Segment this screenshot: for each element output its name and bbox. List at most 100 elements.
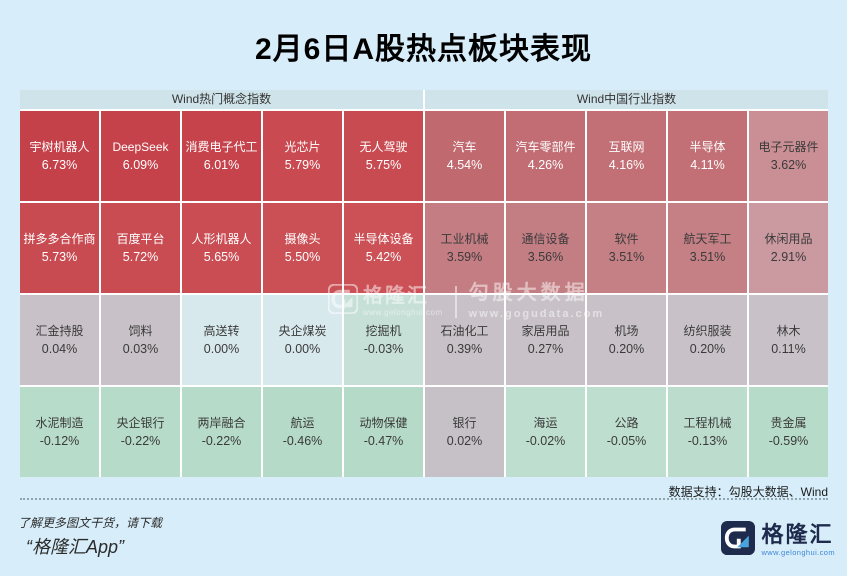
sector-value: 4.26% bbox=[527, 157, 564, 172]
sector-cell: 软件 3.51% bbox=[587, 203, 666, 293]
sector-name: 贵金属 bbox=[770, 415, 807, 430]
sector-cell: 半导体 4.11% bbox=[668, 111, 747, 201]
sector-value: -0.22% bbox=[120, 433, 161, 448]
sector-value: 5.42% bbox=[365, 249, 402, 264]
sector-cell: 拼多多合作商 5.73% bbox=[20, 203, 99, 293]
sector-value: 0.20% bbox=[689, 341, 726, 356]
sector-value: 0.39% bbox=[446, 341, 483, 356]
sector-name: 海运 bbox=[533, 415, 558, 430]
sector-value: 5.65% bbox=[203, 249, 240, 264]
sector-grid: 宇树机器人 6.73% DeepSeek 6.09% 消费电子代工 6.01% 光芯片 5.7… bbox=[20, 111, 828, 477]
sector-cell: 航运 -0.46% bbox=[263, 387, 342, 477]
sector-value: 5.72% bbox=[122, 249, 159, 264]
sector-value: 0.04% bbox=[41, 341, 78, 356]
sector-value: 6.73% bbox=[41, 157, 78, 172]
sector-value: 3.51% bbox=[608, 249, 645, 264]
sector-cell: 汽车 4.54% bbox=[425, 111, 504, 201]
sector-value: 0.03% bbox=[122, 341, 159, 356]
group-header-concept: Wind热门概念指数 bbox=[20, 90, 423, 109]
sector-value: -0.22% bbox=[201, 433, 242, 448]
sector-value: -0.46% bbox=[282, 433, 323, 448]
promo-text-line2: “格隆汇App” bbox=[26, 537, 125, 557]
sector-value: -0.47% bbox=[363, 433, 404, 448]
sector-cell: 银行 0.02% bbox=[425, 387, 504, 477]
sector-cell: 光芯片 5.79% bbox=[263, 111, 342, 201]
sector-value: -0.12% bbox=[39, 433, 80, 448]
sector-cell: 工业机械 3.59% bbox=[425, 203, 504, 293]
sector-name: 软件 bbox=[614, 231, 639, 246]
sector-name: 挖掘机 bbox=[365, 323, 402, 338]
sector-name: 高送转 bbox=[203, 323, 240, 338]
sector-value: 4.11% bbox=[690, 157, 725, 172]
sector-cell: 人形机器人 5.65% bbox=[182, 203, 261, 293]
sector-value: 5.73% bbox=[41, 249, 78, 264]
footer-divider bbox=[20, 498, 828, 500]
sector-value: -0.05% bbox=[606, 433, 647, 448]
sector-cell: 高送转 0.00% bbox=[182, 295, 261, 385]
gelonghui-logo-text: 格隆汇 bbox=[761, 522, 834, 548]
sector-name: 拼多多合作商 bbox=[23, 231, 96, 246]
sector-cell: 无人驾驶 5.75% bbox=[344, 111, 423, 201]
sector-cell: 两岸融合 -0.22% bbox=[182, 387, 261, 477]
sector-name: 工业机械 bbox=[440, 231, 489, 246]
gelonghui-logo: 格隆汇 www.gelonghui.com bbox=[721, 521, 835, 560]
sector-value: -0.03% bbox=[363, 341, 404, 356]
sector-cell: 林木 0.11% bbox=[749, 295, 828, 385]
sector-value: 4.54% bbox=[446, 157, 483, 172]
group-header-row: Wind热门概念指数 Wind中国行业指数 bbox=[20, 90, 828, 109]
sector-value: -0.59% bbox=[768, 433, 809, 448]
sector-name: 两岸融合 bbox=[197, 415, 246, 430]
sector-cell: 机场 0.20% bbox=[587, 295, 666, 385]
sector-value: 5.50% bbox=[284, 249, 321, 264]
sector-heatmap-table: Wind热门概念指数 Wind中国行业指数 宇树机器人 6.73% DeepSeek… bbox=[20, 90, 828, 477]
sector-cell: 饲料 0.03% bbox=[101, 295, 180, 385]
sector-cell: 通信设备 3.56% bbox=[506, 203, 585, 293]
sector-name: 摄像头 bbox=[284, 231, 321, 246]
sector-name: 消费电子代工 bbox=[185, 139, 258, 154]
sector-name: 汇金持股 bbox=[35, 323, 84, 338]
sector-cell: 石油化工 0.39% bbox=[425, 295, 504, 385]
sector-name: 央企银行 bbox=[116, 415, 165, 430]
sector-name: 林木 bbox=[776, 323, 801, 338]
sector-name: 互联网 bbox=[608, 139, 645, 154]
sector-name: 央企煤炭 bbox=[278, 323, 327, 338]
sector-value: 5.79% bbox=[284, 157, 321, 172]
sector-value: 0.00% bbox=[284, 341, 321, 356]
sector-value: 6.09% bbox=[122, 157, 159, 172]
sector-value: 0.20% bbox=[608, 341, 645, 356]
sector-cell: 海运 -0.02% bbox=[506, 387, 585, 477]
sector-cell: 纺织服装 0.20% bbox=[668, 295, 747, 385]
sector-cell: 汽车零部件 4.26% bbox=[506, 111, 585, 201]
sector-name: 银行 bbox=[452, 415, 477, 430]
sector-cell: DeepSeek 6.09% bbox=[101, 111, 180, 201]
sector-value: -0.02% bbox=[525, 433, 566, 448]
sector-cell: 消费电子代工 6.01% bbox=[182, 111, 261, 201]
sector-name: 无人驾驶 bbox=[359, 139, 408, 154]
sector-value: 5.75% bbox=[365, 157, 402, 172]
sector-name: 公路 bbox=[614, 415, 639, 430]
sector-cell: 摄像头 5.50% bbox=[263, 203, 342, 293]
sector-cell: 百度平台 5.72% bbox=[101, 203, 180, 293]
data-support-note: 数据支持：勾股大数据、Wind bbox=[668, 485, 828, 499]
sector-cell: 互联网 4.16% bbox=[587, 111, 666, 201]
sector-cell: 航天军工 3.51% bbox=[668, 203, 747, 293]
sector-name: 百度平台 bbox=[116, 231, 165, 246]
page-title: 2月6日A股热点板块表现 bbox=[254, 33, 593, 66]
group-header-industry: Wind中国行业指数 bbox=[425, 90, 828, 109]
sector-value: 3.51% bbox=[689, 249, 726, 264]
sector-name: 宇树机器人 bbox=[29, 139, 90, 154]
gelonghui-logo-icon bbox=[721, 521, 756, 560]
sector-name: DeepSeek bbox=[112, 139, 169, 154]
sector-value: 3.56% bbox=[527, 249, 564, 264]
sector-value: 6.01% bbox=[203, 157, 240, 172]
sector-cell: 央企银行 -0.22% bbox=[101, 387, 180, 477]
sector-value: 0.02% bbox=[446, 433, 483, 448]
sector-name: 汽车 bbox=[452, 139, 477, 154]
sector-name: 航运 bbox=[290, 415, 315, 430]
sector-cell: 休闲用品 2.91% bbox=[749, 203, 828, 293]
sector-value: 0.11% bbox=[771, 341, 806, 356]
sector-name: 工程机械 bbox=[683, 415, 732, 430]
sector-cell: 动物保健 -0.47% bbox=[344, 387, 423, 477]
sector-name: 机场 bbox=[614, 323, 639, 338]
gelonghui-logo-url: www.gelonghui.com bbox=[761, 548, 835, 558]
